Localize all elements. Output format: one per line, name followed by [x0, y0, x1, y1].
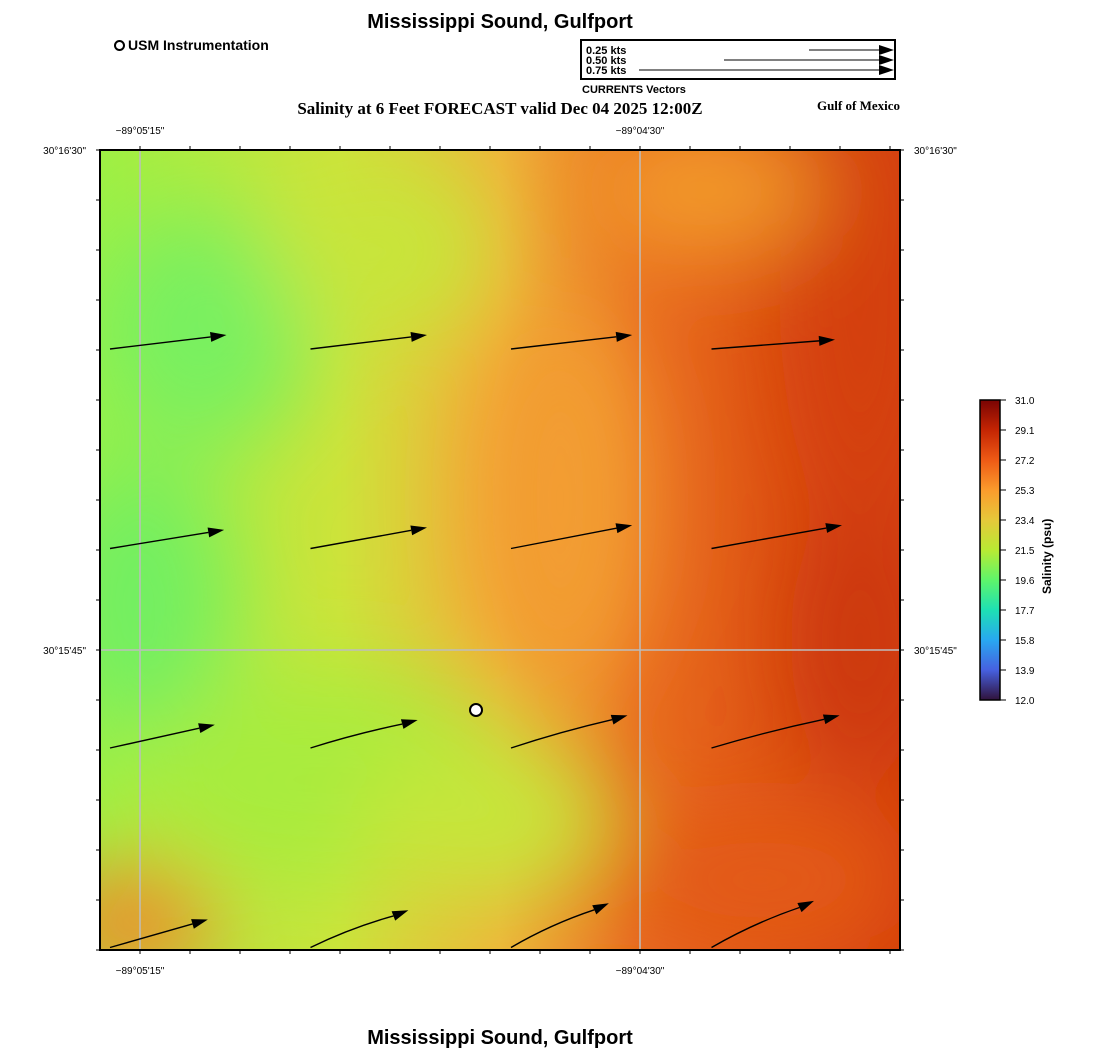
colorbar-tick-label: 21.5: [1015, 546, 1035, 557]
colorbar-tick-label: 19.6: [1015, 576, 1035, 587]
lat-label-left: 30°16'30": [43, 146, 86, 157]
map-subtitle: Salinity at 6 Feet FORECAST valid Dec 04…: [297, 99, 703, 118]
current-vector-head: [191, 919, 208, 929]
station-marker[interactable]: [469, 703, 483, 717]
current-vector-arrow: [310, 910, 409, 949]
current-vector-head: [400, 719, 418, 729]
colorbar-tick-label: 27.2: [1015, 456, 1035, 467]
current-vector-arrow: [711, 714, 840, 749]
current-vector-head: [797, 900, 815, 913]
lon-label-top: −89°05'15": [116, 126, 165, 137]
current-vector-head: [818, 335, 835, 346]
current-vector-arrow: [510, 331, 633, 350]
colorbar-tick-label: 17.7: [1015, 606, 1035, 617]
current-vector-arrow: [711, 335, 835, 350]
current-vector-head: [822, 714, 840, 725]
current-vector-head: [198, 723, 215, 734]
current-vector-arrow: [510, 523, 633, 550]
current-vector-head: [207, 527, 225, 538]
current-vector-shaft: [510, 527, 617, 550]
current-vector-head: [825, 523, 842, 533]
colorbar-tick-label: 23.4: [1015, 516, 1035, 527]
vector-scale-label-3: 0.75 kts: [586, 65, 626, 77]
colorbar-tick-label: 29.1: [1015, 426, 1035, 437]
current-vector-shaft: [510, 336, 617, 350]
current-vector-head: [410, 331, 427, 342]
lon-label-top: −89°04'30": [616, 126, 665, 137]
colorbar-tick-label: 31.0: [1015, 396, 1035, 407]
colorbar-tick-label: 13.9: [1015, 666, 1035, 677]
current-vector-head: [592, 903, 609, 915]
current-vector-shaft: [711, 527, 827, 550]
vector-scale-label-2: 0.50 kts: [586, 55, 626, 67]
current-vector-shaft: [310, 529, 412, 550]
current-vector-shaft: [510, 719, 613, 749]
colorbar-tick-label: 15.8: [1015, 636, 1035, 647]
current-vector-arrow: [510, 714, 628, 749]
vector-scale-label-1: 0.25 kts: [586, 45, 626, 57]
colorbar-tick-label: 12.0: [1015, 696, 1035, 707]
current-vector-shaft: [310, 915, 394, 949]
current-vector-arrow: [711, 900, 815, 949]
vector-scale-arrow-head: [879, 65, 894, 75]
current-vector-shaft: [310, 336, 412, 350]
current-vectors: [109, 331, 842, 949]
station-marker-icon: [114, 39, 125, 51]
lat-label-right: 30°16'30": [914, 146, 957, 157]
lat-label-left: 30°15'45": [43, 646, 86, 657]
current-vector-arrow: [109, 723, 215, 749]
current-vector-shaft: [109, 531, 209, 550]
region-label: Gulf of Mexico: [816, 98, 900, 113]
current-vector-arrow: [310, 525, 427, 550]
vector-scale-arrow-head: [879, 45, 894, 55]
current-vector-shaft: [510, 909, 595, 949]
colorbar-tick-label: 25.3: [1015, 486, 1035, 497]
station-legend-label: USM Instrumentation: [128, 37, 269, 53]
vector-legend-caption: CURRENTS Vectors: [582, 84, 686, 96]
current-vector-head: [615, 331, 633, 342]
salinity-field: [100, 150, 900, 950]
current-vector-head: [410, 525, 427, 536]
colorbar-title: Salinity (psu): [1040, 518, 1054, 594]
current-vector-arrow: [109, 331, 227, 350]
station-legend: USM Instrumentation: [114, 37, 269, 53]
current-vector-head: [391, 910, 409, 921]
current-vector-shaft: [109, 336, 211, 350]
lon-label-bottom: −89°05'15": [116, 966, 165, 977]
current-vector-shaft: [109, 923, 193, 949]
vector-scale-legend: 0.25 kts 0.50 kts 0.75 kts: [580, 39, 896, 80]
current-vector-arrow: [310, 719, 418, 749]
current-vector-arrow: [310, 331, 427, 350]
current-vector-shaft: [711, 906, 800, 949]
current-vector-arrow: [510, 903, 609, 949]
vector-scale-arrow: [639, 65, 894, 75]
lat-label-right: 30°15'45": [914, 646, 957, 657]
current-vector-shaft: [711, 340, 820, 350]
coordinate-labels: −89°05'15" −89°05'15" −89°04'30" −89°04'30"…: [43, 126, 957, 977]
current-vector-shaft: [711, 718, 825, 749]
current-vector-arrow: [711, 523, 842, 550]
colorbar-ticks: 31.0 29.1 27.2 25.3 23.4 21.5 19.6 17.7 15.8 13.9…: [1000, 396, 1035, 707]
current-vector-head: [610, 714, 628, 725]
lon-label-bottom: −89°04'30": [616, 966, 665, 977]
frame-ticks: [96, 146, 904, 954]
vector-scale-arrow: [809, 45, 894, 55]
current-vector-head: [210, 331, 227, 342]
current-vector-shaft: [109, 727, 200, 749]
map-title: Mississippi Sound, Gulfport: [367, 11, 633, 33]
vector-scale-arrow: [724, 55, 894, 65]
vector-scale-arrow-head: [879, 55, 894, 65]
current-vector-arrow: [109, 919, 208, 949]
current-vector-head: [615, 523, 633, 534]
current-vector-arrow: [109, 527, 225, 550]
map-footer-title: Mississippi Sound, Gulfport: [367, 1027, 633, 1049]
current-vector-shaft: [310, 723, 403, 749]
colorbar: [979, 399, 1001, 701]
